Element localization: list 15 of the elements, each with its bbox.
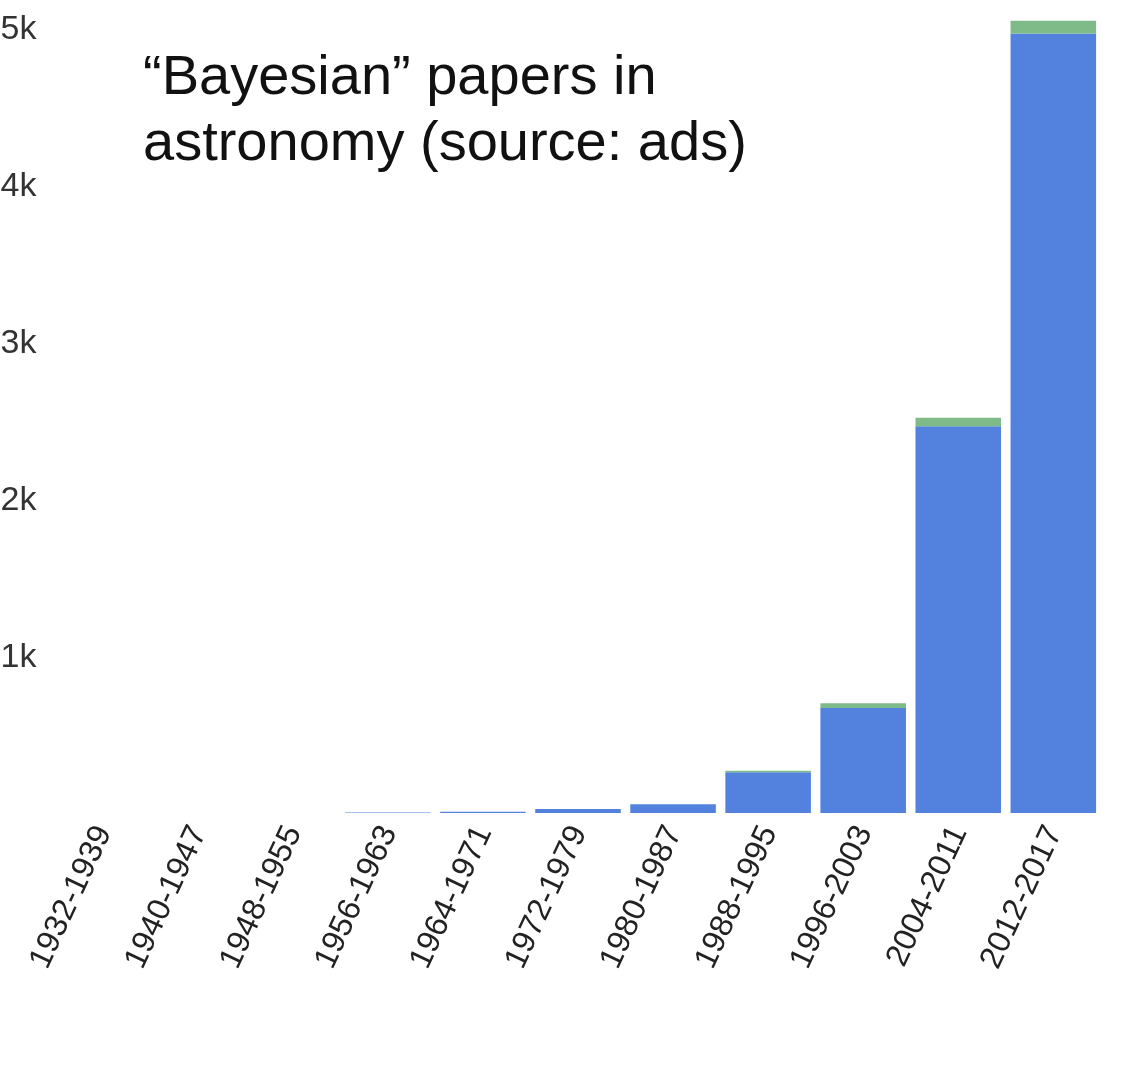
bar (1010, 20, 1097, 34)
bar (915, 426, 1002, 813)
y-tick-label: 5k (0, 8, 38, 47)
bar (820, 703, 906, 708)
bar (630, 804, 716, 813)
y-tick-label: 1k (0, 635, 38, 674)
bar (535, 809, 621, 813)
bar (1010, 33, 1097, 813)
bar (820, 707, 906, 813)
bar (725, 772, 811, 813)
y-tick-label: 2k (0, 478, 38, 517)
bar (915, 417, 1002, 427)
y-tick-label: 3k (0, 321, 38, 360)
y-tick-label: 4k (0, 165, 38, 204)
text: “Bayesian” papers in astronomy (source: ads) (143, 42, 747, 172)
